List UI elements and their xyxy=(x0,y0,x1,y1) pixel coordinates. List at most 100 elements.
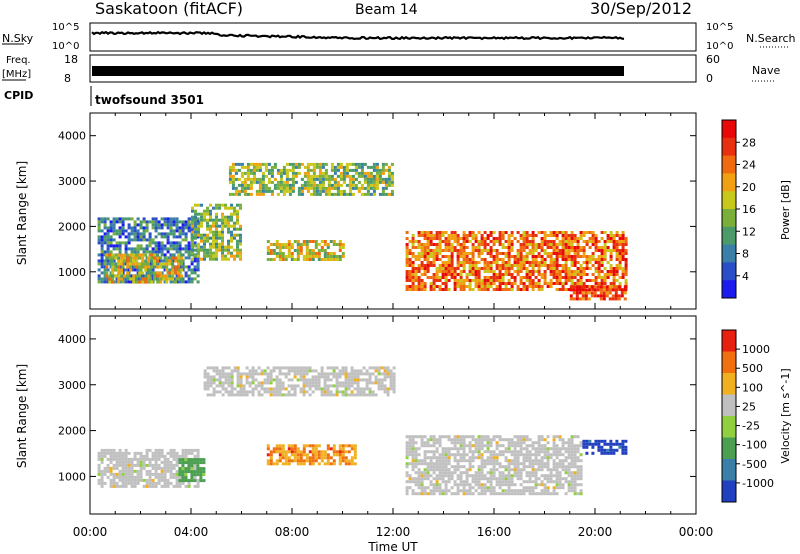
data-cell xyxy=(193,277,197,281)
data-cell xyxy=(540,237,544,240)
data-cell xyxy=(465,453,469,457)
data-cell xyxy=(618,237,622,240)
data-cell xyxy=(354,165,358,169)
data-cell xyxy=(290,369,294,373)
data-cell xyxy=(453,438,457,442)
data-cell xyxy=(603,255,607,258)
data-cell xyxy=(330,183,334,187)
data-cell xyxy=(127,460,131,464)
data-cell xyxy=(144,280,148,284)
data-cell xyxy=(489,453,493,457)
data-cell xyxy=(519,234,523,237)
data-cell xyxy=(597,273,601,276)
data-cell xyxy=(573,252,577,255)
data-cell xyxy=(495,288,499,291)
data-cell xyxy=(172,475,176,479)
data-cell xyxy=(510,438,514,442)
data-cell xyxy=(588,442,592,446)
data-cell xyxy=(587,291,591,295)
data-cell xyxy=(432,252,436,255)
data-cell xyxy=(417,462,421,466)
data-cell xyxy=(224,387,228,391)
data-cell xyxy=(311,369,315,373)
data-cell xyxy=(323,252,327,255)
data-cell xyxy=(384,180,388,184)
data-cell xyxy=(540,474,544,478)
data-cell xyxy=(356,375,360,379)
data-cell xyxy=(498,483,502,487)
data-cell xyxy=(549,282,553,285)
data-cell xyxy=(543,240,547,243)
data-cell xyxy=(142,217,146,221)
data-cell xyxy=(372,174,376,178)
data-cell xyxy=(438,267,442,270)
data-cell xyxy=(453,240,457,243)
data-cell xyxy=(97,478,101,482)
data-cell xyxy=(558,480,562,484)
data-cell xyxy=(450,471,454,475)
data-cell xyxy=(359,387,363,391)
data-cell xyxy=(495,456,499,460)
data-cell xyxy=(615,279,619,282)
data-cell xyxy=(588,255,592,258)
data-cell xyxy=(392,378,396,382)
data-cell xyxy=(278,447,282,451)
data-cell xyxy=(429,492,433,496)
data-cell xyxy=(380,366,384,370)
data-cell xyxy=(333,192,337,196)
data-cell xyxy=(459,276,463,279)
data-cell xyxy=(614,294,618,298)
data-cell xyxy=(525,480,529,484)
data-cell xyxy=(215,248,218,252)
data-cell xyxy=(294,180,298,184)
data-cell xyxy=(468,234,472,237)
data-cell xyxy=(516,273,520,276)
data-cell xyxy=(308,240,312,243)
data-cell xyxy=(576,468,580,472)
data-cell xyxy=(546,450,550,454)
data-cell xyxy=(243,180,247,184)
data-cell xyxy=(522,258,526,261)
data-cell xyxy=(528,252,532,255)
data-cell xyxy=(302,384,306,388)
data-cell xyxy=(193,268,197,272)
data-cell xyxy=(342,180,346,184)
data-cell xyxy=(375,171,379,175)
data-cell xyxy=(543,483,547,487)
data-cell xyxy=(351,174,355,178)
data-cell xyxy=(300,189,304,193)
data-cell xyxy=(136,238,140,242)
data-cell xyxy=(618,276,622,279)
data-cell xyxy=(163,466,167,470)
data-cell xyxy=(332,459,336,463)
data-cell xyxy=(612,267,616,270)
data-cell xyxy=(585,451,589,455)
data-cell xyxy=(423,234,427,237)
data-cell xyxy=(579,471,583,475)
data-cell xyxy=(275,447,279,451)
data-cell xyxy=(581,288,585,292)
data-cell xyxy=(579,264,583,267)
data-cell xyxy=(141,253,145,257)
data-cell xyxy=(489,282,493,285)
data-cell xyxy=(558,288,562,291)
data-cell xyxy=(282,186,286,190)
data-cell xyxy=(483,264,487,267)
data-cell xyxy=(285,186,289,190)
data-cell xyxy=(287,462,291,466)
data-cell xyxy=(534,474,538,478)
data-cell xyxy=(549,492,553,496)
data-cell xyxy=(543,237,547,240)
data-cell xyxy=(288,168,292,172)
data-cell xyxy=(172,463,176,467)
data-cell xyxy=(465,285,469,288)
data-cell xyxy=(157,223,161,227)
data-cell xyxy=(293,459,297,463)
data-cell xyxy=(212,375,216,379)
data-cell xyxy=(567,468,571,472)
data-cell xyxy=(414,273,418,276)
data-cell xyxy=(576,267,580,270)
data-cell xyxy=(239,224,242,228)
data-cell xyxy=(97,220,101,224)
data-cell xyxy=(305,384,309,388)
